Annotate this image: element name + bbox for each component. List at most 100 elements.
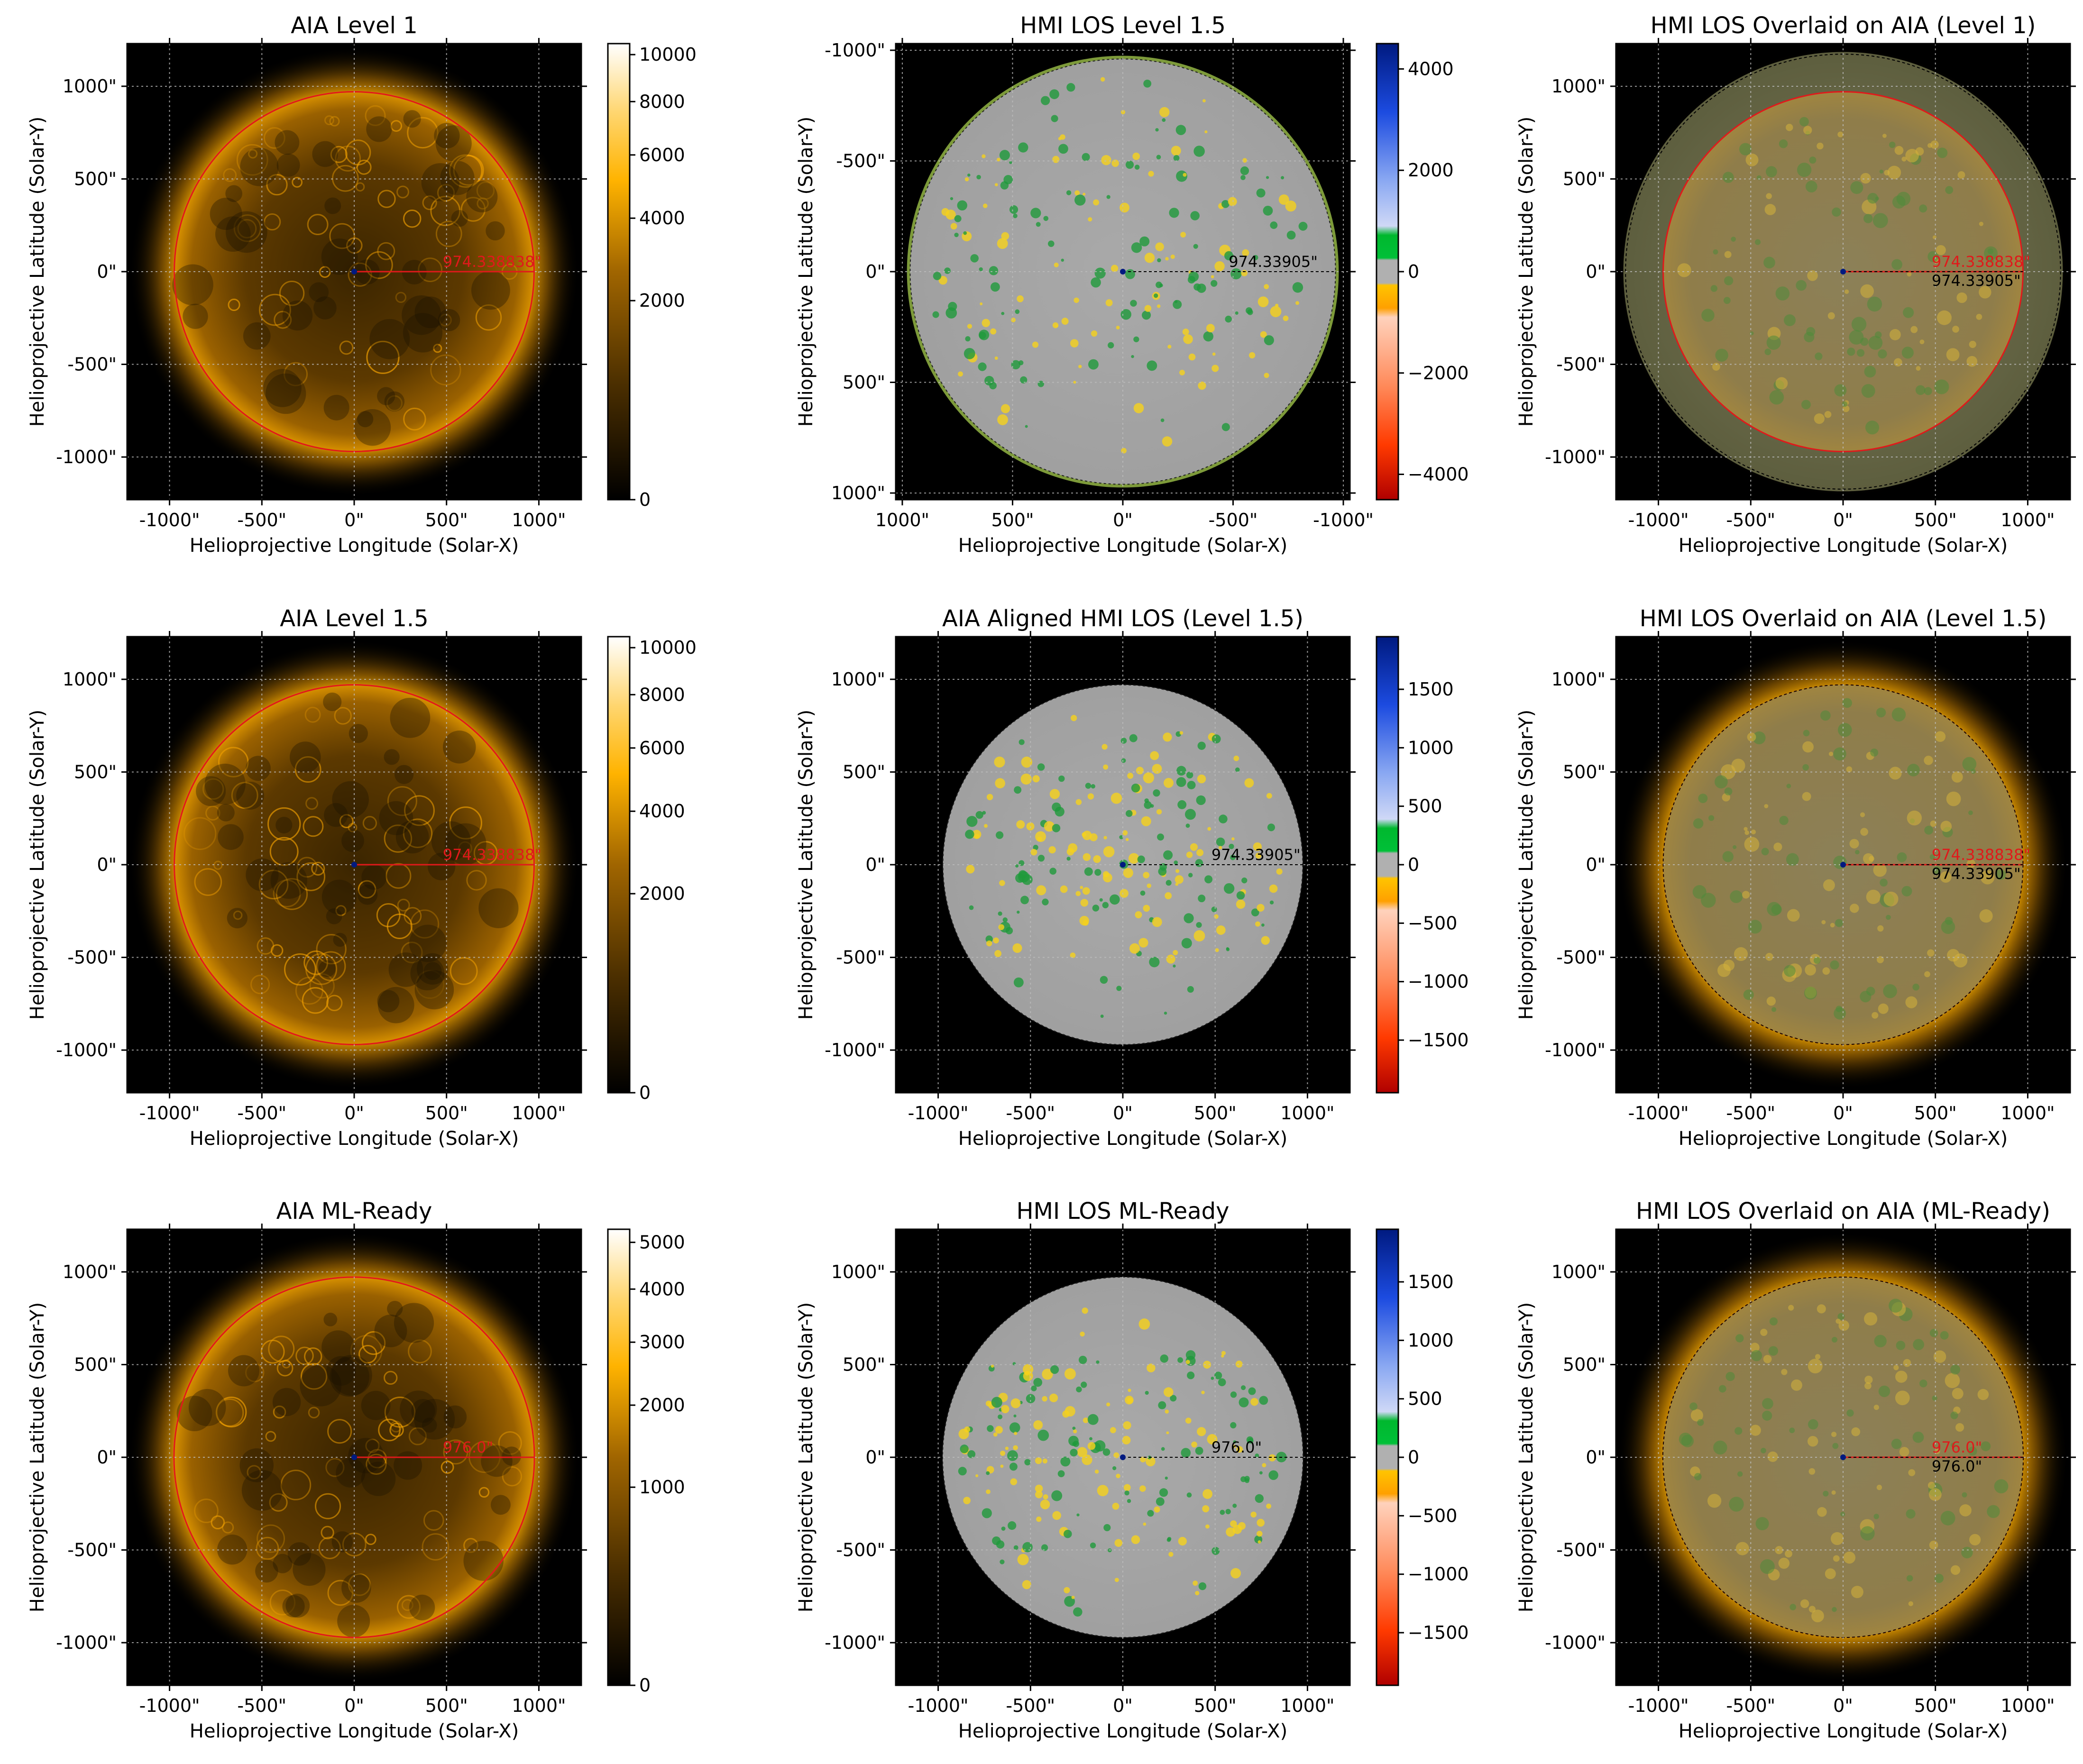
magnetic-patch: [964, 177, 969, 182]
coronal-loop: [300, 1363, 328, 1390]
magnetic-patch: [994, 950, 1002, 957]
magnetic-patch: [1224, 251, 1234, 261]
magnetic-patch: [1779, 139, 1788, 148]
magnetic-patch: [1962, 1492, 1967, 1498]
magnetic-patch: [1190, 843, 1198, 851]
x-tick-label: 1000": [512, 510, 566, 530]
magnetic-patch: [969, 905, 974, 910]
magnetic-patch: [1106, 1402, 1110, 1407]
magnetic-patch: [1930, 140, 1939, 149]
panel-p31: 976.0" -1000" -500" 0" 500" 1000" 1000" 500" 0" -…: [27, 1198, 685, 1742]
magnetic-patch: [1878, 1385, 1890, 1398]
magnetic-patch: [964, 1426, 971, 1433]
magnetic-patch: [1932, 866, 1941, 875]
magnetic-patch: [1864, 1375, 1873, 1384]
magnetic-patch: [1842, 405, 1850, 412]
magnetic-patch: [1876, 1484, 1882, 1490]
magnetic-patch: [1748, 920, 1762, 934]
magnetic-patch: [1116, 986, 1122, 991]
magnetic-patch: [1149, 957, 1160, 968]
magnetic-patch: [1933, 1350, 1946, 1363]
magnetic-patch: [1140, 1456, 1146, 1462]
y-tick-label: -1000": [1545, 1632, 1606, 1653]
magnetic-patch: [1876, 707, 1886, 718]
magnetic-patch: [1935, 1449, 1940, 1454]
magnetic-patch: [963, 231, 967, 235]
x-tick-label: -1000": [1628, 1695, 1689, 1716]
disk-center-dot: [1120, 1454, 1126, 1460]
magnetic-patch: [1083, 192, 1086, 196]
magnetic-patch: [963, 1497, 971, 1505]
magnetic-patch: [1847, 347, 1855, 356]
magnetic-patch: [1017, 910, 1020, 914]
magnetic-patch: [966, 816, 978, 827]
coronal-loop: [218, 747, 249, 777]
magnetic-patch: [1070, 1448, 1078, 1457]
magnetic-patch: [1956, 292, 1967, 303]
magnetic-patch: [1894, 358, 1902, 367]
magnetic-patch: [1801, 400, 1811, 410]
magnetic-patch: [1037, 1429, 1049, 1441]
magnetic-patch: [1201, 1390, 1205, 1394]
magnetic-patch: [1009, 161, 1012, 164]
magnetic-patch: [1097, 1485, 1109, 1497]
magnetic-patch: [1808, 1359, 1823, 1374]
magnetic-patch: [1049, 89, 1059, 100]
magnetic-patch: [1238, 1522, 1246, 1530]
coronal-loop: [478, 1487, 490, 1498]
magnetic-patch: [985, 1400, 991, 1407]
magnetic-patch: [1864, 366, 1876, 378]
magnetic-patch: [1103, 873, 1112, 883]
y-tick-label: 500": [74, 1354, 117, 1375]
dark-region: [348, 1438, 384, 1473]
magnetic-patch: [1166, 1537, 1171, 1542]
disk-center-dot: [1840, 1454, 1846, 1460]
magnetic-patch: [1088, 217, 1092, 222]
x-tick-label: 0": [344, 510, 364, 530]
coronal-loop: [418, 257, 443, 283]
magnetic-patch: [1013, 1545, 1019, 1550]
colorbar-tick-label: 1000: [1408, 737, 1454, 758]
magnetic-patch: [1143, 772, 1154, 784]
dark-region: [324, 803, 348, 827]
magnetic-patch: [1241, 877, 1248, 884]
magnetic-patch: [1041, 1544, 1048, 1551]
magnetic-patch: [1248, 1387, 1256, 1395]
coronal-loop: [216, 1396, 247, 1428]
magnetic-patch: [1166, 1431, 1169, 1435]
magnetic-patch: [1267, 823, 1275, 832]
magnetic-patch: [1821, 920, 1826, 924]
magnetic-patch: [1211, 275, 1214, 279]
coronal-loop: [449, 154, 483, 188]
magnetic-patch: [1966, 859, 1976, 868]
colorbar-tick-label: 0: [639, 1082, 651, 1103]
magnetic-patch: [991, 1397, 1002, 1408]
magnetic-patch: [994, 183, 998, 186]
magnetic-patch: [1250, 1511, 1257, 1518]
magnetic-patch: [1979, 286, 1991, 299]
magnetic-patch: [1103, 846, 1115, 858]
dark-region: [276, 153, 300, 177]
magnetic-patch: [967, 174, 971, 177]
coronal-loop: [266, 174, 288, 196]
x-tick-label: 500": [1914, 510, 1957, 530]
magnetic-patch: [1072, 1426, 1076, 1430]
magnetic-patch: [1043, 1494, 1048, 1499]
x-tick-label: -1000": [908, 1103, 969, 1124]
x-tick-label: 500": [991, 510, 1034, 530]
magnetic-patch: [1229, 843, 1234, 850]
dark-region: [341, 829, 364, 852]
colorbar-tick-label: 3000: [639, 1332, 685, 1353]
magnetic-patch: [1064, 1529, 1072, 1538]
magnetic-patch: [1144, 798, 1149, 803]
magnetic-patch: [1040, 96, 1050, 105]
coronal-loop: [396, 185, 409, 199]
y-tick-label: 500": [74, 761, 117, 782]
magnetic-patch: [1080, 1331, 1085, 1337]
magnetic-patch: [1863, 853, 1874, 864]
dark-region: [331, 1531, 353, 1553]
magnetic-patch: [1037, 763, 1045, 771]
magnetic-patch: [1173, 950, 1178, 955]
coronal-loop: [362, 1331, 386, 1355]
magnetic-patch: [1771, 904, 1782, 915]
